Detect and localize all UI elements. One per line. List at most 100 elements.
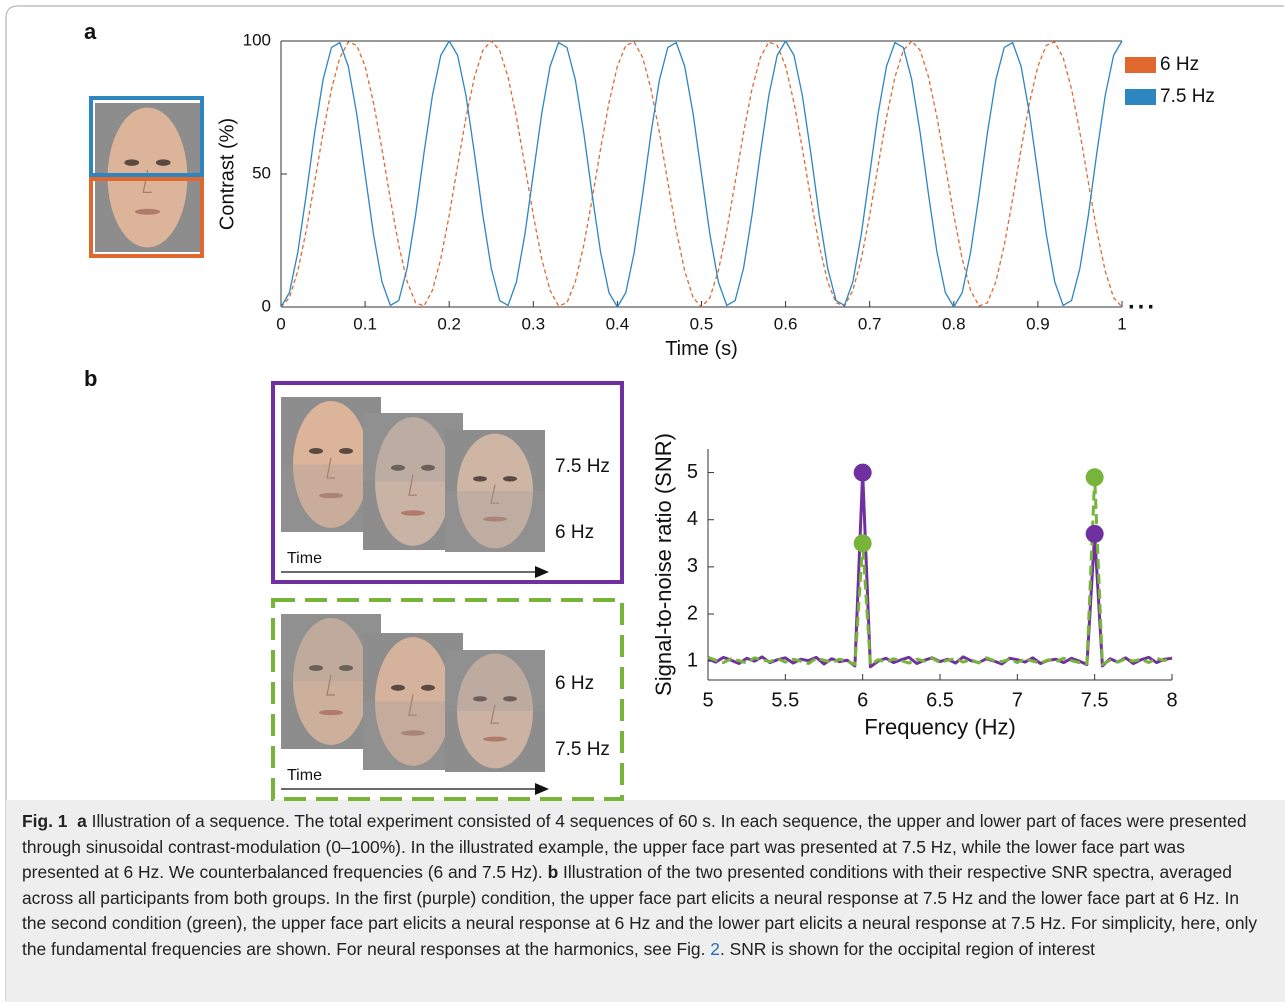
nose	[490, 484, 499, 504]
nose	[408, 474, 417, 496]
time-arrow-head	[535, 566, 549, 578]
caption-text: . SNR is shown for the occipital region …	[719, 938, 1095, 959]
mouth	[483, 736, 507, 742]
face-skin	[457, 433, 533, 549]
lower-face-box	[89, 177, 204, 258]
figure-border	[5, 5, 1284, 1001]
annotation: ...	[1128, 287, 1157, 314]
lower-frequency-label: 7.5 Hz	[555, 739, 610, 760]
mouth	[319, 709, 343, 716]
x-tick-label: 0.7	[858, 314, 882, 333]
eye	[155, 159, 171, 166]
x-tick-label: 0.3	[521, 314, 545, 333]
y-tick-label: 5	[687, 461, 698, 483]
eye	[339, 665, 353, 671]
x-tick-label: 6	[857, 689, 868, 711]
time-arrow-head	[535, 783, 549, 795]
mouth	[319, 492, 343, 499]
mouth	[134, 208, 161, 215]
x-tick-label: 0.1	[353, 314, 377, 333]
caption-text: Illustration of the two presented condit…	[22, 862, 1258, 959]
nose	[490, 704, 499, 724]
y-tick-label: 1	[687, 649, 698, 671]
y-tick-label: 100	[243, 30, 271, 49]
x-tick-label: 0	[276, 314, 285, 333]
peak-marker	[853, 534, 872, 553]
y-tick-label: 4	[687, 508, 698, 530]
x-tick-label: 0.4	[606, 314, 630, 333]
x-tick-label: 6.5	[926, 689, 954, 711]
x-tick-label: 1	[1117, 314, 1126, 333]
upper-frequency-label: 6 Hz	[555, 673, 594, 694]
eye	[421, 464, 435, 471]
eye	[124, 159, 140, 166]
x-tick-label: 0.6	[774, 314, 798, 333]
eye	[473, 696, 487, 702]
face-skin	[293, 401, 369, 528]
upper-frequency-label: 7.5 Hz	[555, 456, 610, 477]
condition-frame	[271, 598, 624, 801]
caption-background	[6, 800, 1285, 1002]
panel-label: b	[84, 366, 97, 391]
x-tick-label: 7	[1012, 689, 1023, 711]
face-skin	[293, 618, 369, 745]
eye	[309, 448, 323, 454]
face-skin	[375, 417, 451, 546]
face-skin	[375, 637, 451, 766]
series-line	[280, 40, 1123, 308]
face-half-shade	[445, 650, 545, 711]
legend-label: 6 Hz	[1160, 54, 1199, 75]
y-tick-label: 3	[687, 555, 698, 577]
eye	[503, 476, 517, 482]
y-tick-label: 2	[687, 602, 698, 624]
peak-marker	[1085, 524, 1104, 543]
face-skin	[457, 653, 533, 769]
x-axis-title: Time (s)	[665, 338, 738, 360]
nose	[326, 457, 335, 479]
x-tick-label: 7.5	[1081, 689, 1109, 711]
peak-marker	[1085, 468, 1104, 487]
upper-face-box	[89, 96, 204, 177]
x-tick-label: 0.2	[437, 314, 461, 333]
legend-label: 7.5 Hz	[1160, 86, 1215, 107]
eye	[391, 464, 405, 471]
legend-swatch	[1125, 57, 1156, 73]
eye	[421, 684, 435, 691]
legend-swatch	[1125, 89, 1156, 105]
nose	[408, 694, 417, 716]
caption: Fig. 1 a Illustration of a sequence. The…	[22, 809, 1262, 963]
peak-marker	[853, 463, 872, 482]
mouth	[401, 730, 425, 736]
face-image	[445, 650, 545, 772]
series-line	[707, 475, 1173, 667]
caption-text: Illustration of a sequence. The total ex…	[22, 811, 1247, 883]
face-half-shade	[445, 491, 545, 552]
x-tick-label: 5.5	[771, 689, 799, 711]
x-tick-label: 0.9	[1026, 314, 1050, 333]
mouth	[401, 510, 425, 516]
time-label: Time	[287, 550, 322, 567]
series-line	[280, 40, 1123, 308]
x-axis-title: Frequency (Hz)	[864, 714, 1016, 739]
x-tick-label: 0.8	[942, 314, 966, 333]
y-tick-label: 0	[262, 296, 271, 315]
figure-link[interactable]: 2	[710, 938, 720, 959]
condition-frame	[271, 381, 624, 584]
lower-frequency-label: 6 Hz	[555, 522, 594, 543]
face-image	[445, 430, 545, 552]
x-tick-label: 5	[702, 689, 713, 711]
eye	[309, 665, 323, 671]
x-tick-label: 0.5	[690, 314, 714, 333]
caption-panel-label: a	[77, 811, 87, 831]
y-axis-title: Signal-to-noise ratio (SNR)	[651, 433, 676, 696]
caption-label: Fig. 1	[22, 811, 68, 831]
mouth	[483, 516, 507, 522]
x-tick-label: 8	[1166, 689, 1177, 711]
nose	[326, 674, 335, 696]
eye	[339, 448, 353, 454]
time-label: Time	[287, 767, 322, 784]
eye	[391, 684, 405, 691]
caption-panel-label: b	[547, 862, 559, 883]
